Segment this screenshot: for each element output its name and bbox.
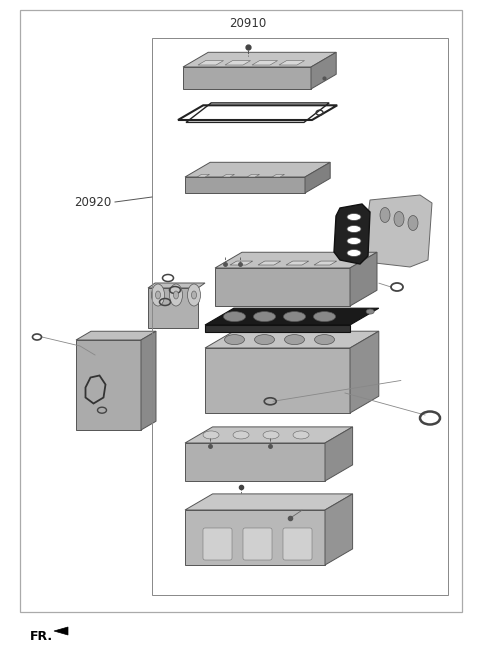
Polygon shape xyxy=(183,67,311,89)
Polygon shape xyxy=(222,174,235,177)
Ellipse shape xyxy=(254,334,275,345)
Text: 20920: 20920 xyxy=(74,196,111,208)
Polygon shape xyxy=(272,174,285,177)
Polygon shape xyxy=(205,325,350,332)
Polygon shape xyxy=(185,162,330,177)
Ellipse shape xyxy=(233,431,249,439)
Ellipse shape xyxy=(263,431,279,439)
Text: 20910: 20910 xyxy=(229,17,266,30)
Polygon shape xyxy=(197,174,210,177)
Ellipse shape xyxy=(224,311,246,321)
Ellipse shape xyxy=(380,208,390,223)
Polygon shape xyxy=(185,177,305,193)
Ellipse shape xyxy=(152,284,165,306)
Polygon shape xyxy=(225,60,251,65)
Polygon shape xyxy=(252,60,277,65)
Polygon shape xyxy=(54,627,68,635)
Ellipse shape xyxy=(173,291,179,299)
Polygon shape xyxy=(305,162,330,193)
Ellipse shape xyxy=(156,291,160,299)
Ellipse shape xyxy=(314,334,335,345)
Ellipse shape xyxy=(285,334,304,345)
Polygon shape xyxy=(365,195,432,267)
Text: FR.: FR. xyxy=(30,629,53,643)
Polygon shape xyxy=(325,427,353,481)
Polygon shape xyxy=(230,261,253,265)
Ellipse shape xyxy=(394,212,404,227)
Polygon shape xyxy=(205,331,379,348)
Ellipse shape xyxy=(169,284,182,306)
Polygon shape xyxy=(311,53,336,89)
Polygon shape xyxy=(314,261,337,265)
Polygon shape xyxy=(185,510,325,565)
FancyBboxPatch shape xyxy=(203,528,232,560)
Polygon shape xyxy=(183,53,336,67)
Ellipse shape xyxy=(284,311,305,321)
Polygon shape xyxy=(185,443,325,481)
Polygon shape xyxy=(258,261,281,265)
Polygon shape xyxy=(286,261,309,265)
Polygon shape xyxy=(76,331,156,340)
Ellipse shape xyxy=(408,215,418,231)
Polygon shape xyxy=(350,252,377,306)
Polygon shape xyxy=(279,60,304,65)
Polygon shape xyxy=(247,174,260,177)
Ellipse shape xyxy=(225,334,244,345)
FancyBboxPatch shape xyxy=(243,528,272,560)
Polygon shape xyxy=(215,252,377,268)
Polygon shape xyxy=(215,268,350,306)
Polygon shape xyxy=(205,348,350,413)
Ellipse shape xyxy=(366,309,374,314)
Polygon shape xyxy=(141,331,156,430)
Polygon shape xyxy=(148,283,205,288)
Ellipse shape xyxy=(347,225,361,233)
Polygon shape xyxy=(325,494,353,565)
Ellipse shape xyxy=(253,311,276,321)
Ellipse shape xyxy=(188,284,201,306)
Bar xyxy=(152,38,448,595)
Polygon shape xyxy=(148,288,198,328)
Polygon shape xyxy=(198,60,224,65)
FancyBboxPatch shape xyxy=(283,528,312,560)
Polygon shape xyxy=(350,331,379,413)
Ellipse shape xyxy=(347,237,361,244)
Polygon shape xyxy=(185,494,353,510)
Ellipse shape xyxy=(313,311,336,321)
Ellipse shape xyxy=(192,291,196,299)
Ellipse shape xyxy=(203,431,219,439)
Polygon shape xyxy=(185,427,353,443)
Ellipse shape xyxy=(293,431,309,439)
Polygon shape xyxy=(334,204,370,264)
Polygon shape xyxy=(76,340,141,430)
Polygon shape xyxy=(205,308,379,325)
Ellipse shape xyxy=(347,250,361,256)
Ellipse shape xyxy=(347,214,361,221)
